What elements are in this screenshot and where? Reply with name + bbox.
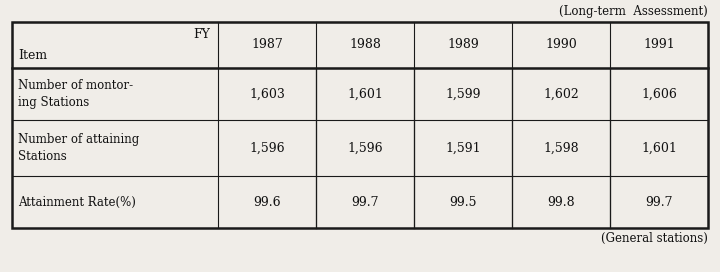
Text: Attainment Rate(%): Attainment Rate(%)	[18, 196, 136, 209]
Text: 99.6: 99.6	[253, 196, 281, 209]
Text: Item: Item	[18, 49, 47, 62]
Text: 1,602: 1,602	[543, 88, 579, 100]
Text: 1989: 1989	[447, 39, 479, 51]
Text: 99.5: 99.5	[449, 196, 477, 209]
Text: 1,599: 1,599	[445, 88, 481, 100]
Text: Number of attaining
Stations: Number of attaining Stations	[18, 133, 139, 163]
Text: 1,591: 1,591	[445, 141, 481, 154]
Text: (Long-term  Assessment): (Long-term Assessment)	[559, 5, 708, 18]
Text: (General stations): (General stations)	[601, 232, 708, 245]
Text: 1990: 1990	[545, 39, 577, 51]
Text: 1,603: 1,603	[249, 88, 285, 100]
Text: 1,598: 1,598	[543, 141, 579, 154]
Text: 1988: 1988	[349, 39, 381, 51]
Text: 1991: 1991	[643, 39, 675, 51]
Text: FY: FY	[193, 28, 210, 41]
Text: 1,606: 1,606	[641, 88, 677, 100]
Text: Number of montor-
ing Stations: Number of montor- ing Stations	[18, 79, 133, 109]
Text: 99.8: 99.8	[547, 196, 575, 209]
Text: 1,601: 1,601	[347, 88, 383, 100]
Text: 1,601: 1,601	[641, 141, 677, 154]
Text: 1,596: 1,596	[249, 141, 285, 154]
Text: 99.7: 99.7	[351, 196, 379, 209]
Text: 1,596: 1,596	[347, 141, 383, 154]
Text: 99.7: 99.7	[645, 196, 672, 209]
Text: 1987: 1987	[251, 39, 283, 51]
